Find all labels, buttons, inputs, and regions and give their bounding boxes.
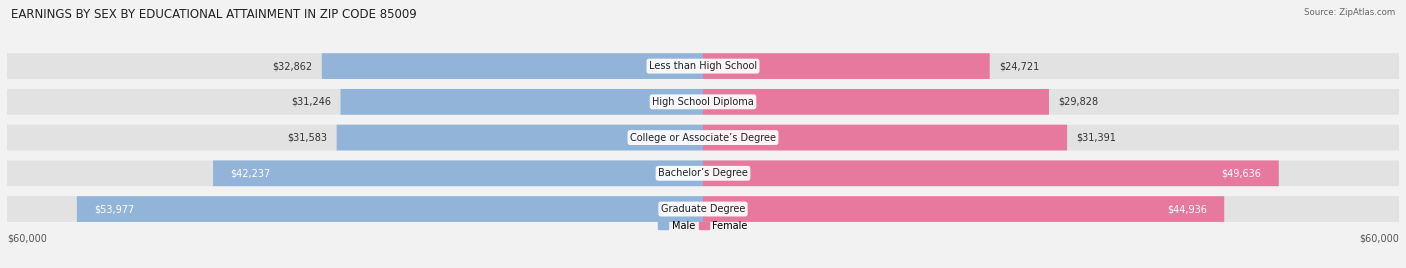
Text: Less than High School: Less than High School <box>650 61 756 71</box>
Text: $32,862: $32,862 <box>273 61 312 71</box>
Text: $60,000: $60,000 <box>7 233 46 243</box>
FancyBboxPatch shape <box>214 161 703 186</box>
FancyBboxPatch shape <box>7 53 1399 79</box>
FancyBboxPatch shape <box>77 196 703 222</box>
Text: $31,583: $31,583 <box>287 133 328 143</box>
FancyBboxPatch shape <box>703 125 1067 150</box>
Text: Source: ZipAtlas.com: Source: ZipAtlas.com <box>1303 8 1395 17</box>
Text: High School Diploma: High School Diploma <box>652 97 754 107</box>
Text: $42,237: $42,237 <box>231 168 271 178</box>
FancyBboxPatch shape <box>703 161 1278 186</box>
Text: $49,636: $49,636 <box>1222 168 1261 178</box>
Text: $31,391: $31,391 <box>1077 133 1116 143</box>
Legend: Male, Female: Male, Female <box>654 217 752 235</box>
FancyBboxPatch shape <box>703 53 990 79</box>
Text: Graduate Degree: Graduate Degree <box>661 204 745 214</box>
FancyBboxPatch shape <box>340 89 703 115</box>
FancyBboxPatch shape <box>703 196 1225 222</box>
FancyBboxPatch shape <box>7 161 1399 186</box>
Text: $24,721: $24,721 <box>1000 61 1039 71</box>
Text: $60,000: $60,000 <box>1360 233 1399 243</box>
FancyBboxPatch shape <box>7 125 1399 150</box>
Text: $53,977: $53,977 <box>94 204 135 214</box>
Text: $31,246: $31,246 <box>291 97 332 107</box>
FancyBboxPatch shape <box>322 53 703 79</box>
Text: College or Associate’s Degree: College or Associate’s Degree <box>630 133 776 143</box>
FancyBboxPatch shape <box>336 125 703 150</box>
FancyBboxPatch shape <box>703 89 1049 115</box>
Text: $44,936: $44,936 <box>1167 204 1206 214</box>
Text: Bachelor’s Degree: Bachelor’s Degree <box>658 168 748 178</box>
FancyBboxPatch shape <box>7 89 1399 115</box>
Text: $29,828: $29,828 <box>1059 97 1098 107</box>
Text: EARNINGS BY SEX BY EDUCATIONAL ATTAINMENT IN ZIP CODE 85009: EARNINGS BY SEX BY EDUCATIONAL ATTAINMEN… <box>11 8 418 21</box>
FancyBboxPatch shape <box>7 196 1399 222</box>
